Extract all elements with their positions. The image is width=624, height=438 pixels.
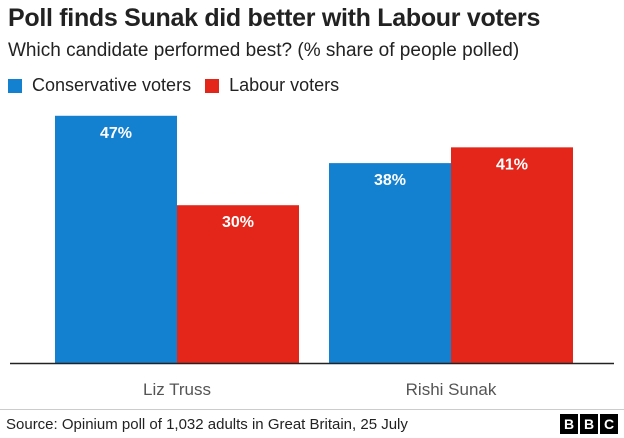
bar-rishi-sunak-labour-voters: [451, 147, 573, 363]
legend-swatch-labour: [205, 78, 220, 93]
bar-liz-truss-conservative-voters: [55, 115, 177, 363]
bbc-logo-block: B: [560, 414, 578, 434]
chart-title: Poll finds Sunak did better with Labour …: [8, 4, 541, 32]
data-label: 30%: [222, 214, 254, 231]
bar-rishi-sunak-conservative-voters: [329, 163, 451, 363]
legend-item-labour: Labour voters: [205, 75, 339, 96]
legend-label-labour: Labour voters: [229, 75, 340, 95]
legend-swatch-conservative: [8, 78, 22, 93]
legend: Conservative voters Labour voters: [8, 75, 353, 96]
data-label: 47%: [100, 125, 132, 142]
footer-divider: [0, 409, 624, 410]
bbc-logo-block: C: [600, 414, 618, 434]
bar-chart: 47% 30% Liz Truss 38% 41% Rishi Sunak: [10, 115, 614, 399]
bbc-logo-block: B: [580, 414, 598, 434]
data-label: 41%: [496, 156, 528, 173]
bbc-logo: B B C: [558, 414, 618, 434]
legend-item-conservative: Conservative voters: [8, 75, 191, 96]
legend-label-conservative: Conservative voters: [32, 75, 192, 95]
x-tick-label: Liz Truss: [143, 380, 211, 399]
data-label: 38%: [374, 172, 406, 189]
source-note: Source: Opinium poll of 1,032 adults in …: [6, 416, 408, 433]
x-tick-label: Rishi Sunak: [406, 380, 497, 399]
chart-subtitle: Which candidate performed best? (% share…: [8, 40, 520, 61]
bar-liz-truss-labour-voters: [177, 205, 299, 363]
